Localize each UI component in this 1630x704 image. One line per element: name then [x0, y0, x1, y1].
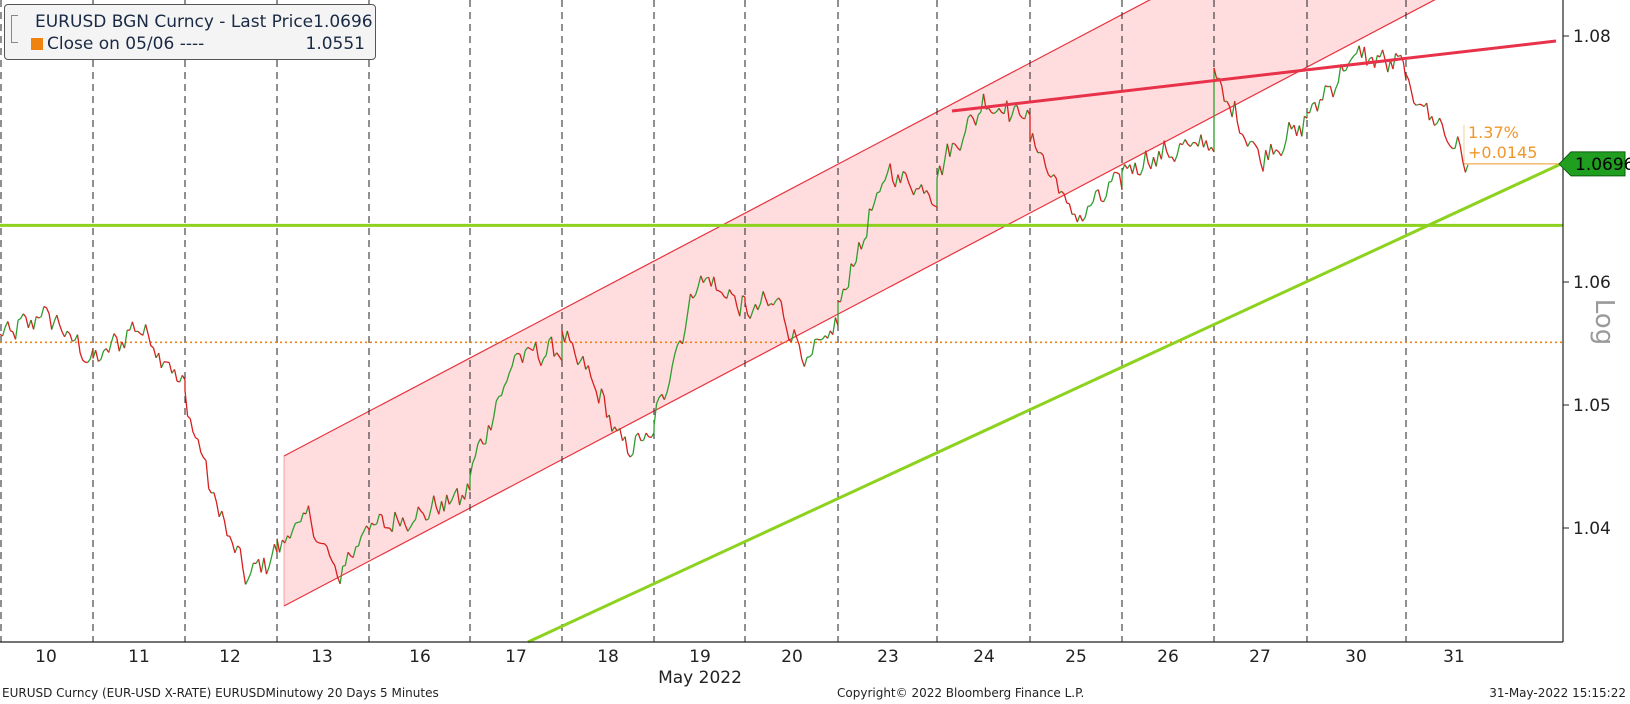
legend-item-last-price: EURUSD BGN Curncy - Last Price 1.0696 [13, 11, 373, 33]
x-tick-label: 26 [1157, 647, 1179, 667]
x-tick-label: 25 [1065, 647, 1087, 667]
y-tick-label: 1.08 [1573, 27, 1611, 47]
footer-source: EURUSD Curncy (EUR-USD X-RATE) EURUSDMin… [2, 686, 439, 700]
channel-upper-line [283, 0, 1151, 457]
legend-series1-value: 1.0696 [313, 12, 373, 32]
pct-change-label: 1.37% [1468, 123, 1519, 142]
legend-bracket-icon [11, 15, 18, 43]
x-tick-label: 10 [35, 647, 57, 667]
x-tick-label: 27 [1249, 647, 1271, 667]
x-tick-label: 13 [311, 647, 333, 667]
regression-channel [283, 0, 1436, 607]
y-tick-label: 1.06 [1573, 273, 1611, 293]
price-up-segments [1, 45, 1469, 585]
channel-lower-line [283, 0, 1436, 607]
footer-copyright: Copyright© 2022 Bloomberg Finance L.P. [837, 686, 1085, 700]
y-axis-scale-label: Log [1589, 299, 1619, 345]
x-tick-label: 30 [1345, 647, 1367, 667]
y-tick-label: 1.05 [1573, 396, 1611, 416]
legend-series1-label: EURUSD BGN Curncy - Last Price [35, 12, 314, 32]
x-tick-label: 31 [1443, 647, 1465, 667]
legend-series2-label: Close on 05/06 ---- [47, 34, 205, 54]
x-tick-label: 11 [128, 647, 150, 667]
x-tick-label: 18 [597, 647, 619, 667]
x-tick-label: 17 [505, 647, 527, 667]
y-tick-label: 1.04 [1573, 519, 1611, 539]
footer-timestamp: 31-May-2022 15:15:22 [1489, 686, 1626, 700]
resistance-trendline [951, 39, 1557, 113]
reference-lines [0, 223, 1563, 344]
x-axis-title: May 2022 [658, 668, 742, 688]
legend-item-close-reference: Close on 05/06 ---- 1.0551 [13, 33, 369, 55]
x-tick-label: 16 [409, 647, 431, 667]
x-tick-label: 23 [877, 647, 899, 667]
x-tick-label: 12 [219, 647, 241, 667]
abs-change-label: +0.0145 [1468, 143, 1537, 162]
price-down-segments [0, 45, 1467, 585]
x-tick-label: 19 [689, 647, 711, 667]
trendlines [527, 39, 1564, 644]
last-price-tag [1558, 151, 1626, 177]
annotations: 1.37%+0.0145 1.0696 [1463, 123, 1630, 177]
legend-series2-value: 1.0551 [305, 34, 365, 54]
rising-support-trendline [527, 161, 1564, 644]
x-tick-label: 24 [973, 647, 995, 667]
axes: 1.04 1.05 1.06 1.08 10 11 12 13 16 17 18 19 20 23 24 25… [0, 0, 1619, 688]
x-tick-label: 20 [781, 647, 803, 667]
chart-legend: EURUSD BGN Curncy - Last Price 1.0696 Cl… [4, 4, 376, 60]
price-series [0, 45, 1469, 585]
orange-square-icon [31, 38, 43, 50]
last-price-tag-label: 1.0696 [1575, 155, 1630, 175]
